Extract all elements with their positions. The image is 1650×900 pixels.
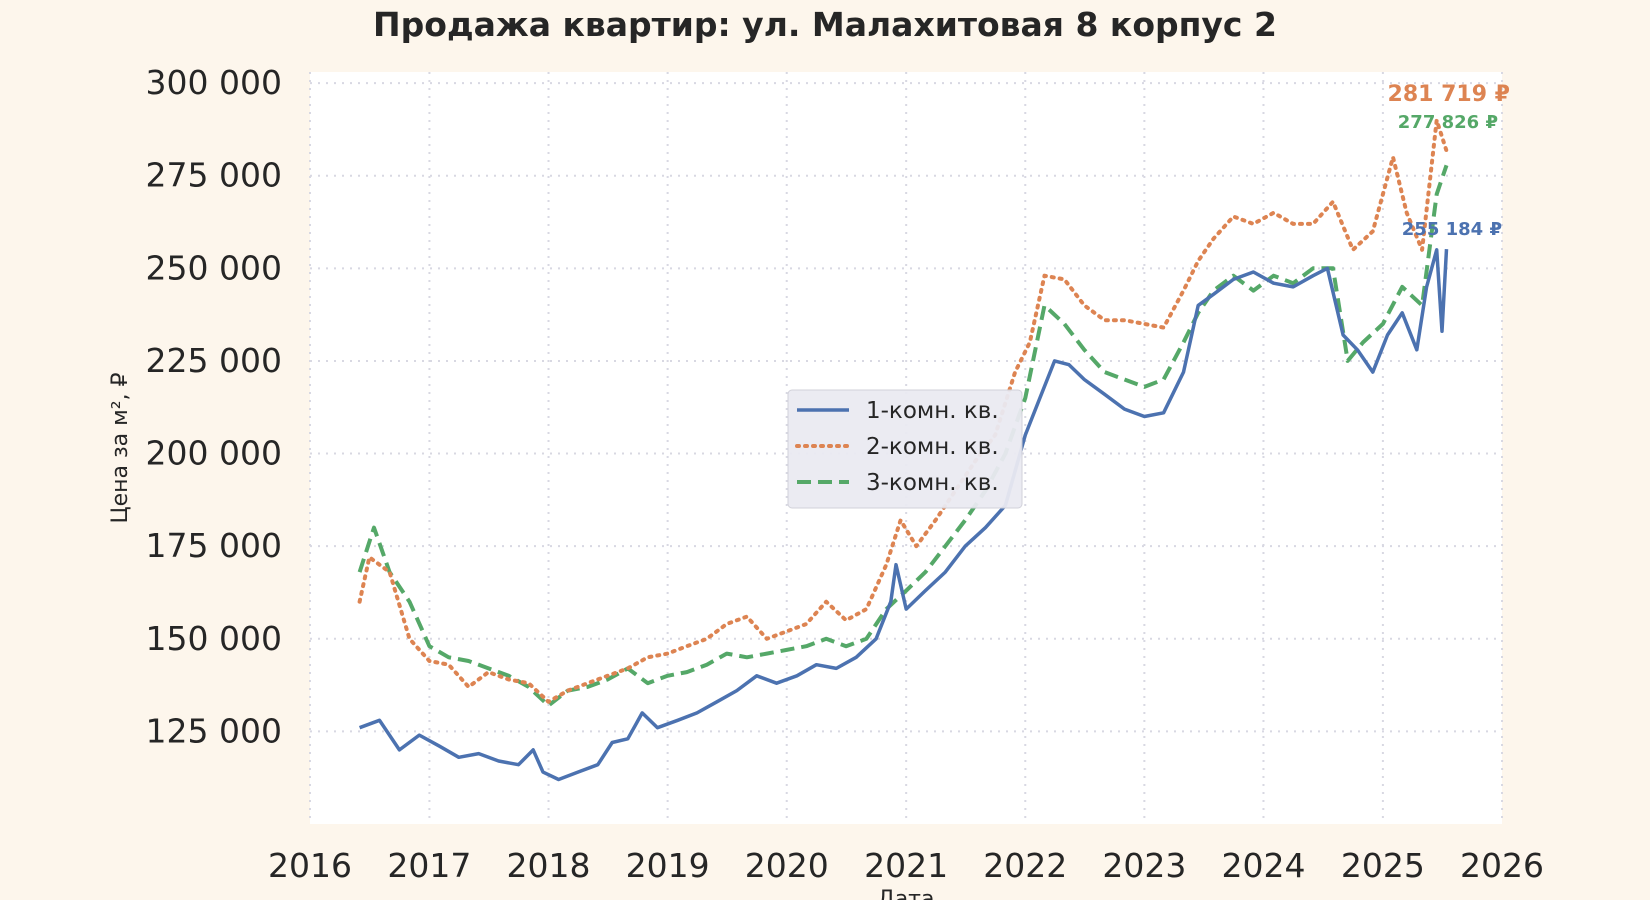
series-layer xyxy=(357,118,1449,782)
legend-label-2: 2-комн. кв. xyxy=(866,434,999,460)
end-label-3: 277 826 ₽ xyxy=(1398,112,1498,133)
chart-title: Продажа квартир: ул. Малахитовая 8 корпу… xyxy=(373,5,1277,44)
legend-label-1: 1-комн. кв. xyxy=(866,398,999,424)
x-tick-label: 2022 xyxy=(983,846,1067,885)
y-tick-label: 175 000 xyxy=(146,526,282,565)
legend-label-3: 3-комн. кв. xyxy=(866,470,999,496)
y-tick-label: 275 000 xyxy=(146,156,282,195)
y-axis-label: Цена за м², ₽ xyxy=(108,372,133,523)
grid xyxy=(309,72,1503,824)
x-tick-label: 2025 xyxy=(1341,846,1425,885)
x-tick-label: 2016 xyxy=(268,846,352,885)
series-line-3 xyxy=(357,164,1449,708)
y-tick-label: 225 000 xyxy=(146,341,282,380)
x-tick-label: 2020 xyxy=(745,846,829,885)
legend-box xyxy=(787,389,1023,509)
x-tick-label: 2018 xyxy=(507,846,591,885)
series-line-2 xyxy=(357,118,1449,704)
y-tick-label: 200 000 xyxy=(146,434,282,473)
x-tick-label: 2021 xyxy=(864,846,948,885)
x-tick-label: 2024 xyxy=(1221,846,1305,885)
x-axis-ticks: 2016 2017 2018 2019 2020 2021 2022 2023 2024 2025… xyxy=(268,846,1544,885)
legend: 1-комн. кв. 2-комн. кв. 3-комн. кв. xyxy=(787,389,1023,509)
y-axis-ticks: 125 000 150 000 175 000 200 000 225 000 250 0… xyxy=(146,63,282,750)
y-tick-label: 150 000 xyxy=(146,619,282,658)
y-tick-label: 125 000 xyxy=(146,711,282,750)
end-label-1: 255 184 ₽ xyxy=(1402,219,1502,240)
x-tick-label: 2019 xyxy=(626,846,710,885)
y-tick-label: 250 000 xyxy=(146,248,282,287)
end-label-2: 281 719 ₽ xyxy=(1388,82,1510,107)
series-line-1 xyxy=(358,248,1449,782)
y-tick-label: 300 000 xyxy=(146,63,282,102)
x-tick-label: 2023 xyxy=(1102,846,1186,885)
x-axis-label: Дата xyxy=(878,887,935,900)
x-tick-label: 2017 xyxy=(387,846,471,885)
end-labels: 255 184 ₽ 281 719 ₽ 277 826 ₽ xyxy=(1388,82,1510,240)
x-tick-label: 2026 xyxy=(1460,846,1544,885)
